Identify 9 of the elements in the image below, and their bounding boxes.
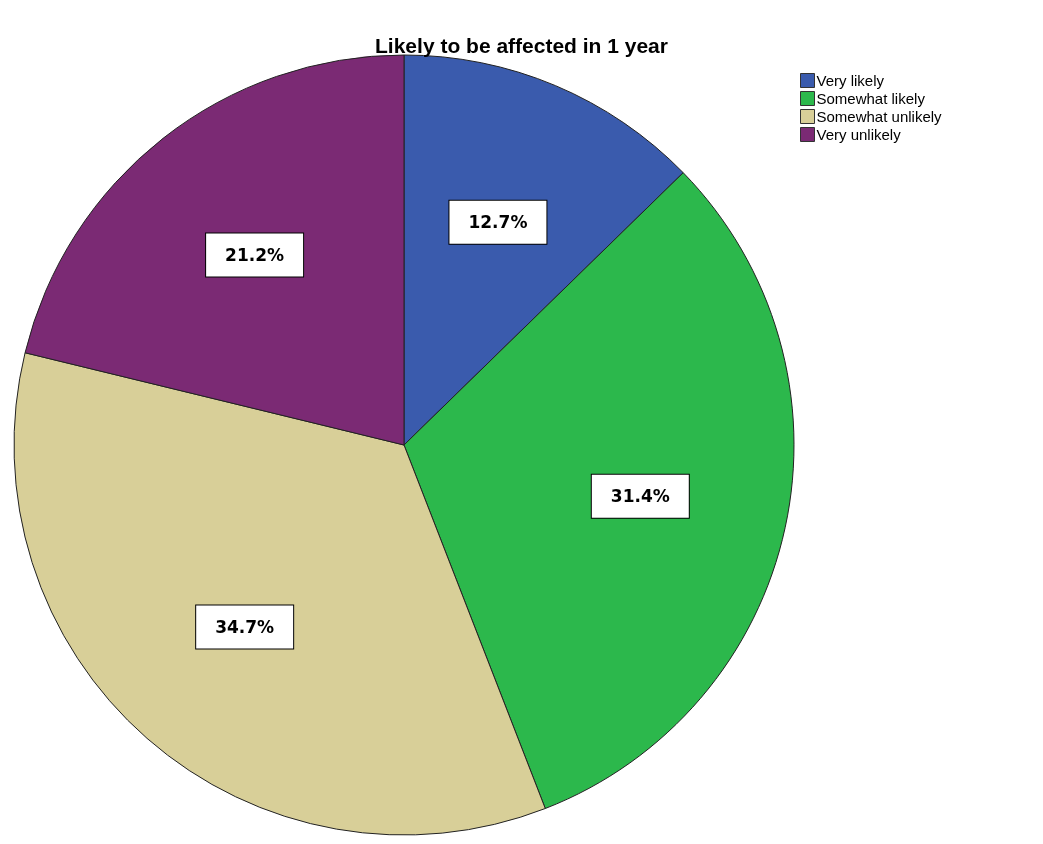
data-label: 21.2%: [225, 244, 285, 265]
chart-title: Likely to be affected in 1 year: [375, 34, 668, 57]
legend-label: Very likely: [816, 72, 885, 89]
legend-label: Somewhat likely: [816, 90, 926, 107]
data-label: 31.4%: [610, 486, 670, 507]
legend-label: Somewhat unlikely: [816, 108, 943, 125]
data-label: 34.7%: [215, 616, 275, 637]
data-label: 12.7%: [468, 212, 528, 233]
legend-label: Very unlikely: [816, 126, 902, 143]
